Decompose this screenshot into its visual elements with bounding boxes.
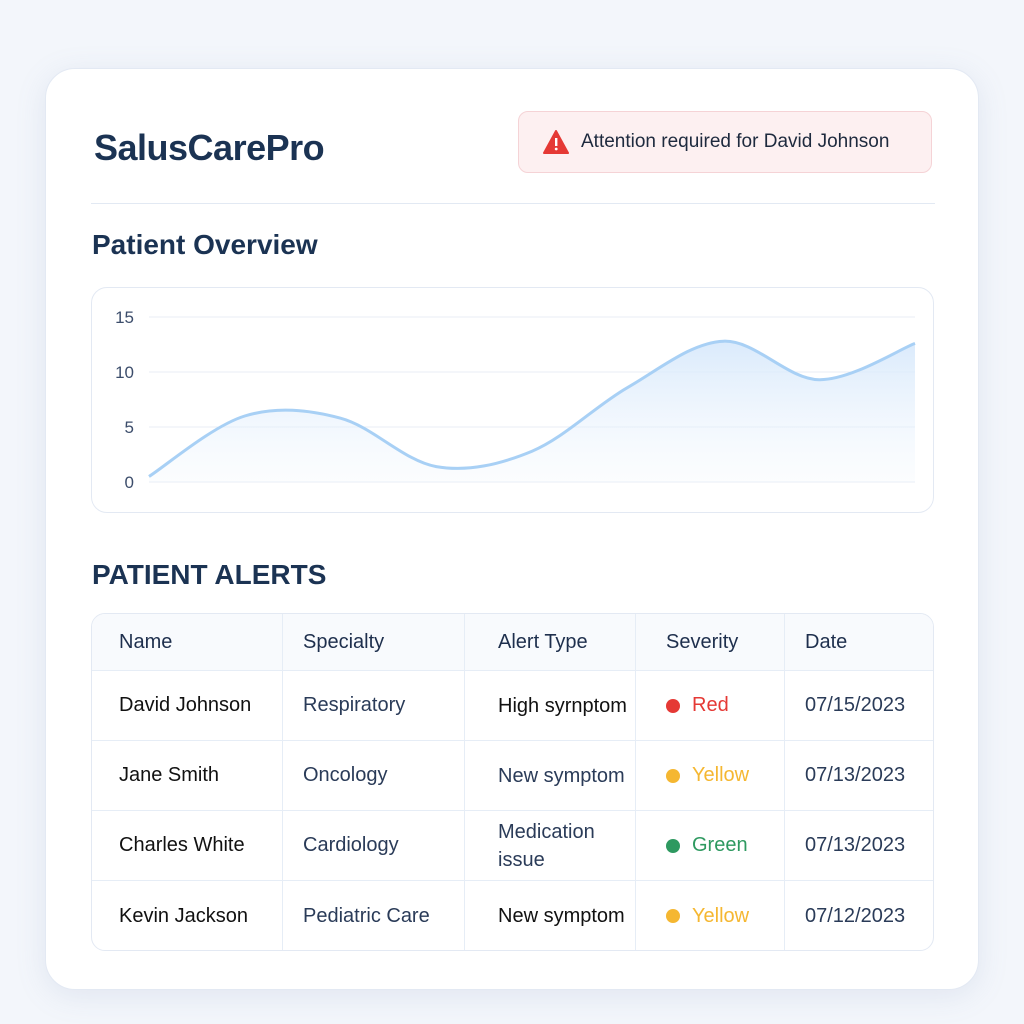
- specialty: Oncology: [283, 741, 465, 810]
- severity: Yellow: [636, 881, 785, 950]
- severity-label: Yellow: [692, 764, 750, 786]
- alerts-title: PATIENT ALERTS: [92, 559, 327, 590]
- col-severity[interactable]: Severity: [636, 614, 785, 670]
- severity-label: Yellow: [692, 904, 750, 927]
- severity: Red: [636, 671, 785, 740]
- alert-type: New symptom: [465, 881, 636, 950]
- alert-type: Medication issue: [465, 811, 636, 880]
- severity: Yellow: [636, 741, 785, 810]
- banner-text: Attention required for David Johnson: [581, 131, 890, 152]
- specialty: Respiratory: [283, 671, 465, 740]
- alerts-table: Name Specialty Alert Type Severity Date …: [91, 613, 934, 951]
- patient-name: Jane Smith: [92, 741, 283, 810]
- divider: [91, 203, 935, 204]
- series-area: [149, 341, 915, 482]
- alert-date: 07/13/2023: [805, 764, 906, 786]
- patient-name: Kevin Jackson: [92, 881, 283, 950]
- table-row[interactable]: David Johnson Respiratory High syrnptom …: [92, 671, 933, 741]
- y-tick-label: 0: [125, 473, 134, 492]
- col-specialty[interactable]: Specialty: [283, 614, 465, 670]
- specialty: Pediatric Care: [283, 881, 465, 950]
- alert-date: 07/13/2023: [805, 834, 906, 856]
- attention-banner[interactable]: Attention required for David Johnson: [518, 111, 932, 173]
- alert-date: 07/12/2023: [805, 904, 906, 927]
- patient-name: Charles White: [92, 811, 283, 880]
- app-title: SalusCarePro: [94, 127, 325, 168]
- dashboard-card: SalusCarePro Attention required for Davi…: [45, 68, 979, 990]
- table-row[interactable]: Kevin Jackson Pediatric Care New symptom…: [92, 881, 933, 950]
- series-line: [148, 339, 916, 478]
- severity: Green: [636, 811, 785, 880]
- severity-dot-icon: [666, 838, 680, 853]
- table-row[interactable]: Charles White Cardiology Medication issu…: [92, 811, 933, 881]
- severity-dot-icon: [666, 698, 680, 713]
- severity-dot-icon: [666, 768, 680, 783]
- alert-type: High syrnptom: [465, 671, 636, 740]
- alert-date: 07/15/2023: [805, 694, 906, 716]
- chart-svg: 0 5 10 15: [115, 308, 916, 492]
- y-tick-label: 15: [115, 308, 134, 327]
- patient-overview-chart: 0 5 10 15: [91, 287, 934, 513]
- col-alert-type[interactable]: Alert Type: [465, 614, 636, 670]
- y-tick-label: 5: [125, 418, 134, 437]
- y-tick-label: 10: [115, 363, 134, 382]
- severity-dot-icon: [666, 909, 680, 923]
- specialty: Cardiology: [283, 811, 465, 880]
- warning-triangle-icon: [543, 130, 569, 154]
- overview-title: Patient Overview: [92, 229, 318, 260]
- table-row[interactable]: Jane Smith Oncology New symptom Yellow 0…: [92, 741, 933, 811]
- patient-name: David Johnson: [92, 671, 283, 740]
- col-name[interactable]: Name: [92, 614, 283, 670]
- severity-label: Green: [692, 834, 748, 856]
- table-header: Name Specialty Alert Type Severity Date: [92, 614, 933, 671]
- severity-label: Red: [692, 694, 729, 716]
- alert-type: New symptom: [465, 741, 636, 810]
- col-date[interactable]: Date: [805, 630, 848, 653]
